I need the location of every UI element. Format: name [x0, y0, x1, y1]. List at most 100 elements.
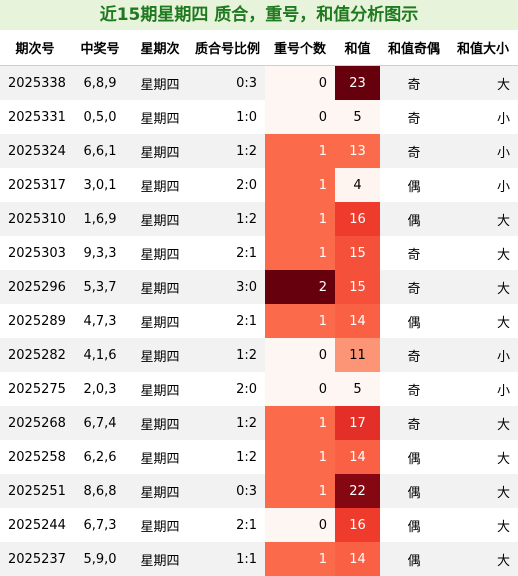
cell-ratio: 3:0 — [190, 270, 265, 304]
table-row: 2025258 6,2,6 星期四 1:2 1 14 偶 大 — [0, 440, 518, 474]
cell-size: 大 — [496, 451, 510, 467]
cell-size: 小 — [448, 134, 518, 168]
cell-repeat: 1 — [265, 236, 335, 270]
cell-sum: 13 — [335, 134, 380, 168]
cell-sum: 15 — [335, 236, 380, 270]
table-row: 2025296 5,3,7 星期四 3:0 2 15 奇大 — [0, 270, 518, 304]
cell-sum: 23 — [335, 65, 380, 100]
cell-numbers: 2,0,3 — [83, 381, 117, 397]
cell-ratio: 0:3 — [190, 65, 265, 100]
header-row: 期次号 中奖号 星期次 质合号比例 重号个数 和值 和值奇偶 和值大小 — [0, 30, 518, 66]
cell-repeat: 0 — [265, 100, 335, 134]
analysis-table: 期次号 中奖号 星期次 质合号比例 重号个数 和值 和值奇偶 和值大小 2025… — [0, 30, 518, 576]
cell-parity: 偶 — [380, 542, 448, 576]
cell-parity: 奇 — [407, 247, 421, 263]
cell-size: 大 — [448, 270, 518, 304]
cell-period: 2025289 — [8, 313, 66, 329]
cell-weekday: 星期四 — [130, 270, 190, 304]
cell-ratio: 2:0 — [236, 177, 257, 193]
cell-repeat: 1 — [265, 202, 335, 236]
cell-repeat: 0 — [265, 508, 335, 542]
cell-size: 大 — [448, 474, 518, 508]
cell-weekday: 星期四 — [140, 383, 180, 399]
cell-numbers: 6,7,4 — [70, 406, 130, 440]
cell-parity: 奇 — [380, 134, 448, 168]
cell-parity: 偶 — [407, 519, 421, 535]
header-repeat: 重号个数 — [265, 30, 335, 66]
cell-size: 大 — [448, 202, 518, 236]
cell-ratio: 2:0 — [236, 381, 257, 397]
cell-weekday: 星期四 — [130, 406, 190, 440]
table-row: 2025324 6,6,1 星期四 1:2 1 13 奇小 — [0, 134, 518, 168]
cell-sum: 11 — [335, 338, 380, 372]
cell-sum: 15 — [335, 270, 380, 304]
cell-period: 2025237 — [0, 542, 70, 576]
table-row: 2025303 9,3,3 星期四 2:1 1 15 奇 大 — [0, 236, 518, 270]
table-row: 2025268 6,7,4 星期四 1:2 1 17 奇大 — [0, 406, 518, 440]
cell-ratio: 1:2 — [190, 134, 265, 168]
header-weekday: 星期次 — [130, 30, 190, 66]
cell-size: 大 — [496, 247, 510, 263]
cell-period: 2025251 — [0, 474, 70, 508]
cell-parity: 奇 — [380, 338, 448, 372]
cell-sum: 16 — [335, 508, 380, 542]
cell-repeat: 0 — [265, 372, 335, 406]
cell-parity: 偶 — [407, 315, 421, 331]
cell-weekday: 星期四 — [140, 451, 180, 467]
cell-ratio: 0:3 — [190, 474, 265, 508]
cell-repeat: 1 — [265, 168, 335, 202]
cell-sum: 5 — [335, 372, 380, 406]
cell-parity: 奇 — [380, 270, 448, 304]
cell-period: 2025310 — [0, 202, 70, 236]
header-sum: 和值 — [335, 30, 380, 66]
table-row: 2025310 1,6,9 星期四 1:2 1 16 偶大 — [0, 202, 518, 236]
cell-repeat: 1 — [265, 406, 335, 440]
cell-parity: 偶 — [407, 451, 421, 467]
cell-repeat: 1 — [265, 134, 335, 168]
cell-weekday: 星期四 — [140, 179, 180, 195]
cell-size: 大 — [496, 519, 510, 535]
cell-repeat: 1 — [265, 542, 335, 576]
cell-repeat: 0 — [265, 338, 335, 372]
cell-parity: 奇 — [407, 111, 421, 127]
cell-sum: 16 — [335, 202, 380, 236]
cell-weekday: 星期四 — [140, 519, 180, 535]
cell-size: 小 — [448, 338, 518, 372]
cell-numbers: 0,5,0 — [83, 109, 117, 125]
cell-repeat: 2 — [265, 270, 335, 304]
cell-ratio: 1:1 — [190, 542, 265, 576]
cell-period: 2025331 — [8, 109, 66, 125]
cell-ratio: 1:2 — [236, 449, 257, 465]
cell-numbers: 5,9,0 — [70, 542, 130, 576]
table-row: 2025275 2,0,3 星期四 2:0 0 5 奇 小 — [0, 372, 518, 406]
cell-parity: 偶 — [407, 179, 421, 195]
cell-ratio: 2:1 — [236, 517, 257, 533]
table-row: 2025338 6,8,9 星期四 0:3 0 23 奇大 — [0, 65, 518, 100]
cell-size: 大 — [496, 315, 510, 331]
cell-period: 2025338 — [0, 65, 70, 100]
cell-weekday: 星期四 — [130, 134, 190, 168]
cell-period: 2025324 — [0, 134, 70, 168]
cell-numbers: 4,7,3 — [83, 313, 117, 329]
header-parity: 和值奇偶 — [380, 30, 448, 66]
cell-numbers: 1,6,9 — [70, 202, 130, 236]
cell-period: 2025303 — [8, 245, 66, 261]
table-row: 2025331 0,5,0 星期四 1:0 0 5 奇 小 — [0, 100, 518, 134]
table-row: 2025317 3,0,1 星期四 2:0 1 4 偶 小 — [0, 168, 518, 202]
cell-weekday: 星期四 — [130, 338, 190, 372]
cell-ratio: 2:1 — [236, 245, 257, 261]
table-row: 2025237 5,9,0 星期四 1:1 1 14 偶大 — [0, 542, 518, 576]
cell-size: 小 — [496, 383, 510, 399]
cell-ratio: 1:2 — [190, 338, 265, 372]
cell-weekday: 星期四 — [130, 542, 190, 576]
cell-size: 小 — [496, 179, 510, 195]
cell-sum: 5 — [335, 100, 380, 134]
cell-period: 2025317 — [8, 177, 66, 193]
table-row: 2025251 8,6,8 星期四 0:3 1 22 偶大 — [0, 474, 518, 508]
cell-parity: 偶 — [380, 202, 448, 236]
cell-size: 小 — [496, 111, 510, 127]
cell-weekday: 星期四 — [140, 111, 180, 127]
cell-sum: 14 — [335, 440, 380, 474]
cell-ratio: 2:1 — [236, 313, 257, 329]
cell-parity: 偶 — [380, 474, 448, 508]
